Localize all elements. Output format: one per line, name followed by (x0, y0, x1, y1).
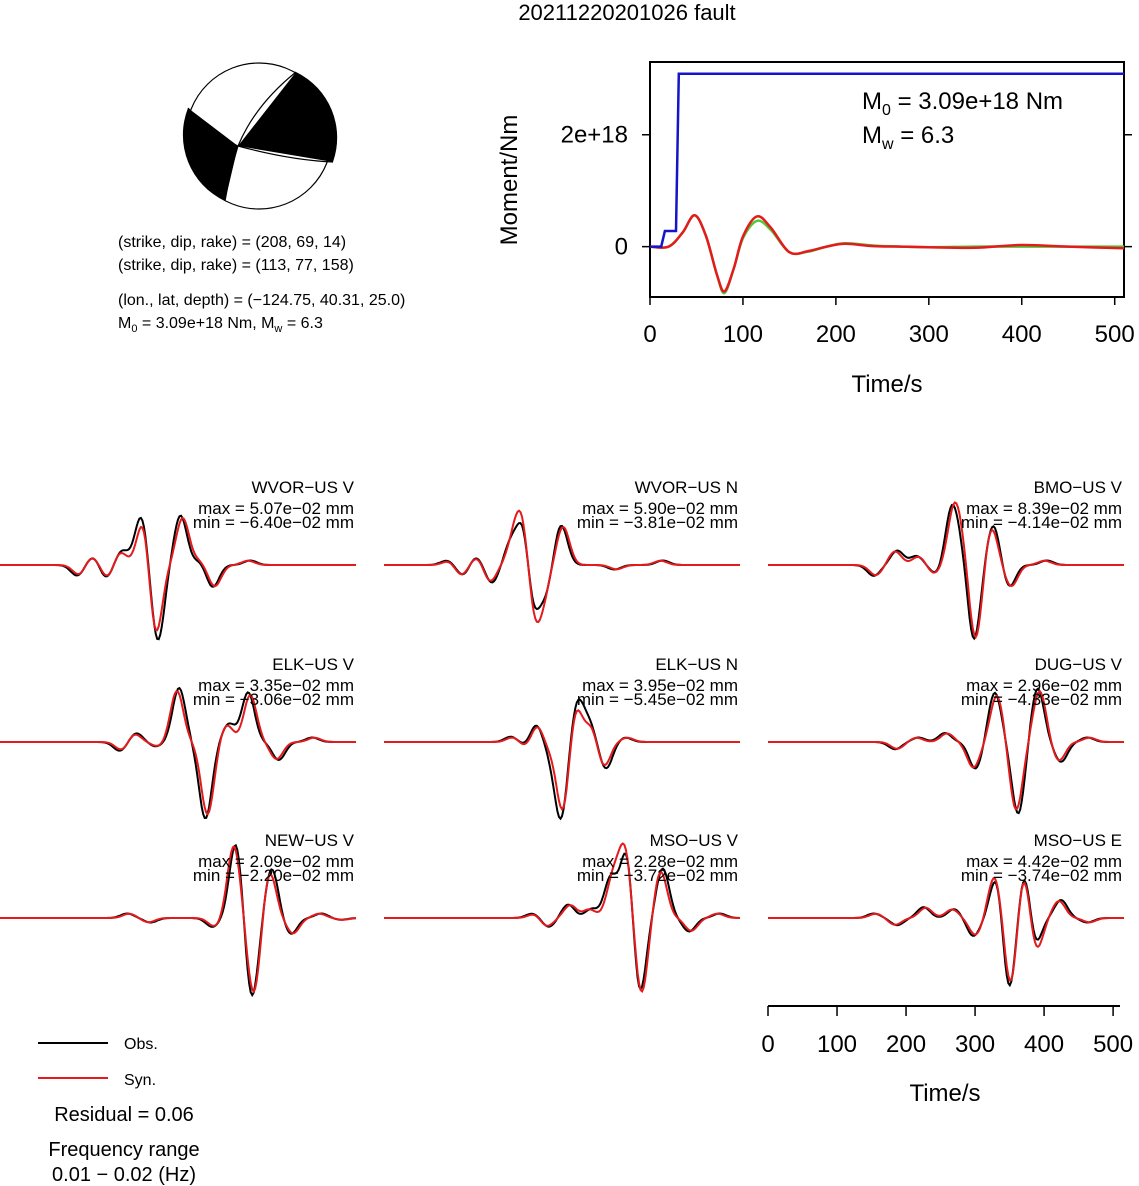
moment-rate-ylabel: Moment/Nm (496, 115, 523, 246)
location-text: (lon., lat, depth) = (−124.75, 40.31, 25… (118, 292, 405, 309)
waveform-x-tick-label: 500 (1093, 1031, 1133, 1058)
waveform-min-text: min = −6.40e−02 mm (193, 513, 354, 532)
waveform-min-text: min = −4.14e−02 mm (961, 513, 1122, 532)
waveform-min-text: min = −4.33e−02 mm (961, 690, 1122, 709)
figure-title: 20211220201026 fault (518, 0, 735, 25)
moment-rate-series (649, 72, 1125, 295)
moment-rate-x-tick-label: 100 (723, 321, 763, 348)
synthetic-trace (0, 516, 356, 632)
synthetic-trace (384, 842, 740, 994)
beachball-compressional-quadrant-2 (182, 108, 238, 201)
moment-rate-y-tick-label: 2e+18 (561, 122, 628, 149)
waveform-x-tick-label: 0 (761, 1031, 774, 1058)
observed-trace (768, 878, 1124, 988)
beachball-compressional-quadrant-1 (238, 72, 338, 162)
moment-rate-xlabel: Time/s (851, 371, 922, 398)
legend: Obs. Syn. (38, 1036, 158, 1089)
waveform-station-label: MSO−US V (650, 831, 739, 850)
synthetic-trace (768, 689, 1124, 811)
moment-rate-x-tick-label: 500 (1095, 321, 1135, 348)
waveform-station-label: NEW−US V (265, 831, 355, 850)
moment-rate-x-tick-label: 300 (909, 321, 949, 348)
synthetic-trace (384, 709, 740, 811)
synthetic-trace (384, 509, 740, 624)
moment-rate-series-line (649, 214, 1124, 295)
moment-rate-y-ticks: 0 2e+18 (561, 122, 1132, 261)
waveform-station-label: WVOR−US N (635, 478, 738, 497)
waveform-max-text: max = 2.28e−02 mm (582, 852, 738, 871)
moment-rate-series-line (649, 214, 1125, 293)
moment-rate-y-tick-label: 0 (615, 234, 628, 261)
moment-rate-x-tick-label: 400 (1002, 321, 1042, 348)
m0-annotation: M0 = 3.09e+18 Nm (862, 88, 1063, 119)
moment-rate-plot-frame (649, 61, 1125, 298)
waveform-station-label: MSO−US E (1034, 831, 1122, 850)
moment-summary-text: M0 = 3.09e+18 Nm, Mw = 6.3 (118, 315, 323, 335)
waveform-x-ticks: 0 100 200 300 400 500 (761, 1006, 1133, 1058)
plane1-text: (strike, dip, rake) = (208, 69, 14) (118, 234, 346, 251)
waveform-time-axis: 0 100 200 300 400 500 Time/s (761, 1005, 1133, 1107)
synthetic-trace (0, 690, 356, 816)
mw-annotation: Mw = 6.3 (862, 122, 954, 153)
waveform-x-tick-label: 400 (1024, 1031, 1064, 1058)
waveform-station-label: WVOR−US V (252, 478, 355, 497)
frequency-range: 0.01 − 0.02 (Hz) (52, 1164, 196, 1186)
waveform-station-label: ELK−US N (655, 655, 738, 674)
waveform-min-text: min = −3.72e−02 mm (577, 866, 738, 885)
residual-text: Residual = 0.06 (54, 1104, 194, 1126)
waveform-min-text: min = −3.74e−02 mm (961, 866, 1122, 885)
waveform-max-text: max = 2.96e−02 mm (966, 676, 1122, 695)
waveform-x-tick-label: 200 (886, 1031, 926, 1058)
waveform-max-text: max = 5.07e−02 mm (198, 499, 354, 518)
moment-rate-chart: 0 100 200 300 400 500 0 2e+18 Moment/Nm Time/s… (496, 61, 1135, 398)
synthetic-trace (768, 877, 1124, 982)
plane2-text: (strike, dip, rake) = (113, 77, 158) (118, 257, 354, 274)
waveform-max-text: max = 4.42e−02 mm (966, 852, 1122, 871)
waveform-max-text: max = 3.95e−02 mm (582, 676, 738, 695)
beachball (182, 62, 338, 210)
observed-trace (384, 698, 740, 821)
moment-rate-series-line (650, 72, 1124, 248)
waveform-max-text: max = 5.90e−02 mm (582, 499, 738, 518)
moment-rate-x-tick-label: 0 (643, 321, 656, 348)
waveform-x-tick-label: 100 (817, 1031, 857, 1058)
moment-rate-x-tick-label: 200 (816, 321, 856, 348)
observed-trace (0, 514, 356, 641)
waveform-max-text: max = 3.35e−02 mm (198, 676, 354, 695)
legend-obs-label: Obs. (124, 1036, 158, 1053)
waveform-min-text: min = −3.06e−02 mm (193, 690, 354, 709)
waveform-station-label: ELK−US V (272, 655, 354, 674)
synthetic-trace (768, 501, 1124, 640)
waveform-xlabel: Time/s (909, 1080, 980, 1107)
legend-syn-label: Syn. (124, 1072, 156, 1089)
frequency-title: Frequency range (48, 1139, 199, 1161)
waveform-x-tick-label: 300 (955, 1031, 995, 1058)
waveform-min-text: min = −2.20e−02 mm (193, 866, 354, 885)
waveform-max-text: max = 8.39e−02 mm (966, 499, 1122, 518)
observed-trace (384, 522, 740, 611)
waveform-min-text: min = −3.81e−02 mm (577, 513, 738, 532)
waveform-station-label: DUG−US V (1035, 655, 1123, 674)
waveform-min-text: min = −5.45e−02 mm (577, 690, 738, 709)
waveform-station-label: BMO−US V (1034, 478, 1123, 497)
waveform-max-text: max = 2.09e−02 mm (198, 852, 354, 871)
moment-rate-x-ticks: 0 100 200 300 400 500 (643, 297, 1135, 348)
synthetic-trace (0, 845, 357, 994)
